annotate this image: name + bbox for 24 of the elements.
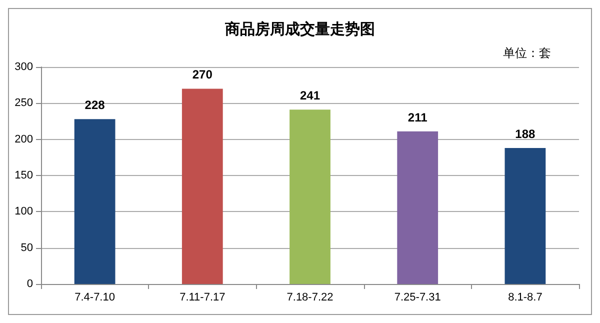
y-tick-label: 200 <box>14 133 33 146</box>
y-tick-label: 300 <box>14 61 33 73</box>
y-tick-label: 250 <box>14 97 33 110</box>
bar <box>397 131 438 284</box>
bar <box>74 119 116 284</box>
data-label: 211 <box>408 110 428 124</box>
bar <box>182 88 223 284</box>
y-tick-label: 100 <box>14 206 33 218</box>
y-tick-label: 0 <box>26 278 33 290</box>
text: 单位：套 <box>503 46 551 60</box>
chart-title: 商品房周成交量走势图 <box>224 20 375 38</box>
y-tick-label: 150 <box>14 170 33 182</box>
x-tick-label: 7.18-7.22 <box>286 292 334 304</box>
x-tick-label: 7.25-7.31 <box>394 292 441 304</box>
x-tick-label: 7.4-7.10 <box>74 292 115 304</box>
data-label: 241 <box>300 88 320 103</box>
x-tick-label: 8.1-8.7 <box>508 292 542 304</box>
bar <box>290 110 330 284</box>
data-label: 270 <box>192 68 213 82</box>
bar <box>504 148 546 284</box>
y-tick-label: 50 <box>20 242 33 254</box>
x-tick-label: 7.11-7.17 <box>180 292 226 304</box>
data-label: 188 <box>515 127 536 142</box>
data-label: 228 <box>84 98 106 112</box>
